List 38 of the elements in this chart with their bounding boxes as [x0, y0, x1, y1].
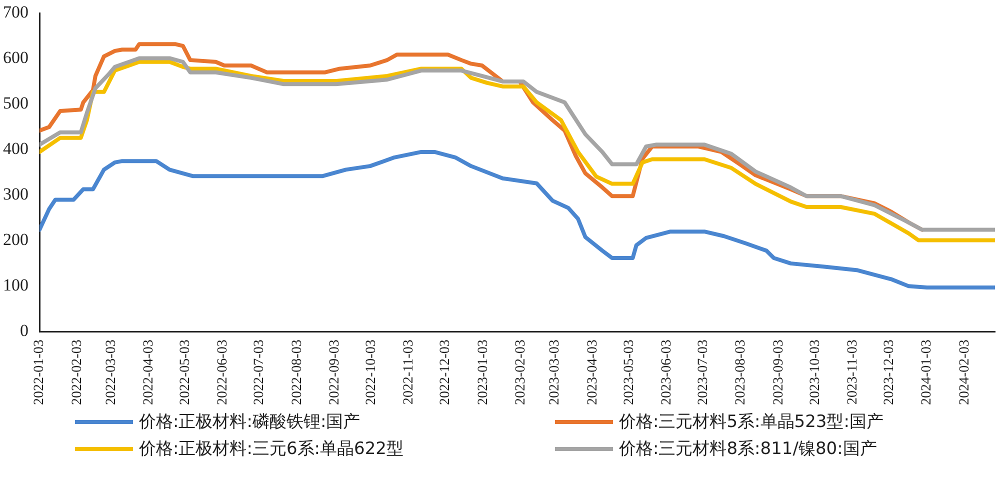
x-tick-label: 2023-08-03 [734, 340, 749, 406]
x-tick-label: 2022-06-03 [216, 340, 231, 406]
x-tick-label: 2022-09-03 [328, 340, 343, 406]
x-tick-label: 2022-07-03 [252, 340, 268, 406]
x-tick-label: 2022-02-03 [70, 340, 85, 406]
legend-label: 价格:正极材料:磷酸铁锂:国产 [139, 411, 360, 433]
x-tick-label: 2022-08-03 [290, 340, 305, 406]
x-tick-label: 2023-07-03 [696, 340, 711, 406]
y-tick-label: 300 [3, 184, 28, 204]
y-tick-label: 500 [3, 94, 28, 113]
y-tick-label: 600 [3, 48, 28, 68]
y-tick-label: 400 [3, 139, 28, 158]
x-tick-label: 2023-12-03 [882, 340, 897, 406]
x-tick-label: 2022-01-03 [32, 340, 48, 406]
x-tick-label: 2022-03-03 [104, 340, 119, 406]
legend-label: 价格:三元材料8系:811/镍80:国产 [619, 438, 877, 460]
x-tick-label: 2022-04-03 [142, 340, 157, 406]
x-tick-label: 2023-10-03 [808, 340, 823, 406]
legend-label: 价格:正极材料:三元6系:单晶622型 [139, 438, 404, 460]
x-tick-label: 2023-03-03 [548, 340, 563, 406]
x-tick-label: 2024-01-03 [920, 340, 935, 406]
x-tick-label: 2024-02-03 [957, 340, 972, 406]
x-tick-label: 2022-11-03 [402, 340, 417, 404]
legend-label: 价格:三元材料5系:单晶523型:国产 [619, 411, 884, 433]
x-tick-label: 2022-10-03 [364, 340, 380, 406]
x-tick-label: 2023-05-03 [622, 340, 637, 406]
y-tick-label: 200 [3, 230, 28, 250]
x-tick-label: 2023-11-03 [845, 340, 860, 404]
x-tick-label: 2022-12-03 [438, 340, 454, 406]
x-tick-label: 2022-05-03 [178, 340, 194, 406]
x-tick-label: 2023-06-03 [659, 340, 674, 406]
x-tick-label: 2023-02-03 [514, 340, 529, 406]
x-tick-label: 2023-09-03 [771, 340, 786, 406]
y-tick-label: 100 [3, 276, 28, 295]
y-tick-label: 0 [20, 321, 28, 340]
y-tick-label: 700 [3, 2, 28, 22]
x-tick-label: 2023-01-03 [476, 340, 491, 406]
x-tick-label: 2023-04-03 [585, 340, 600, 406]
